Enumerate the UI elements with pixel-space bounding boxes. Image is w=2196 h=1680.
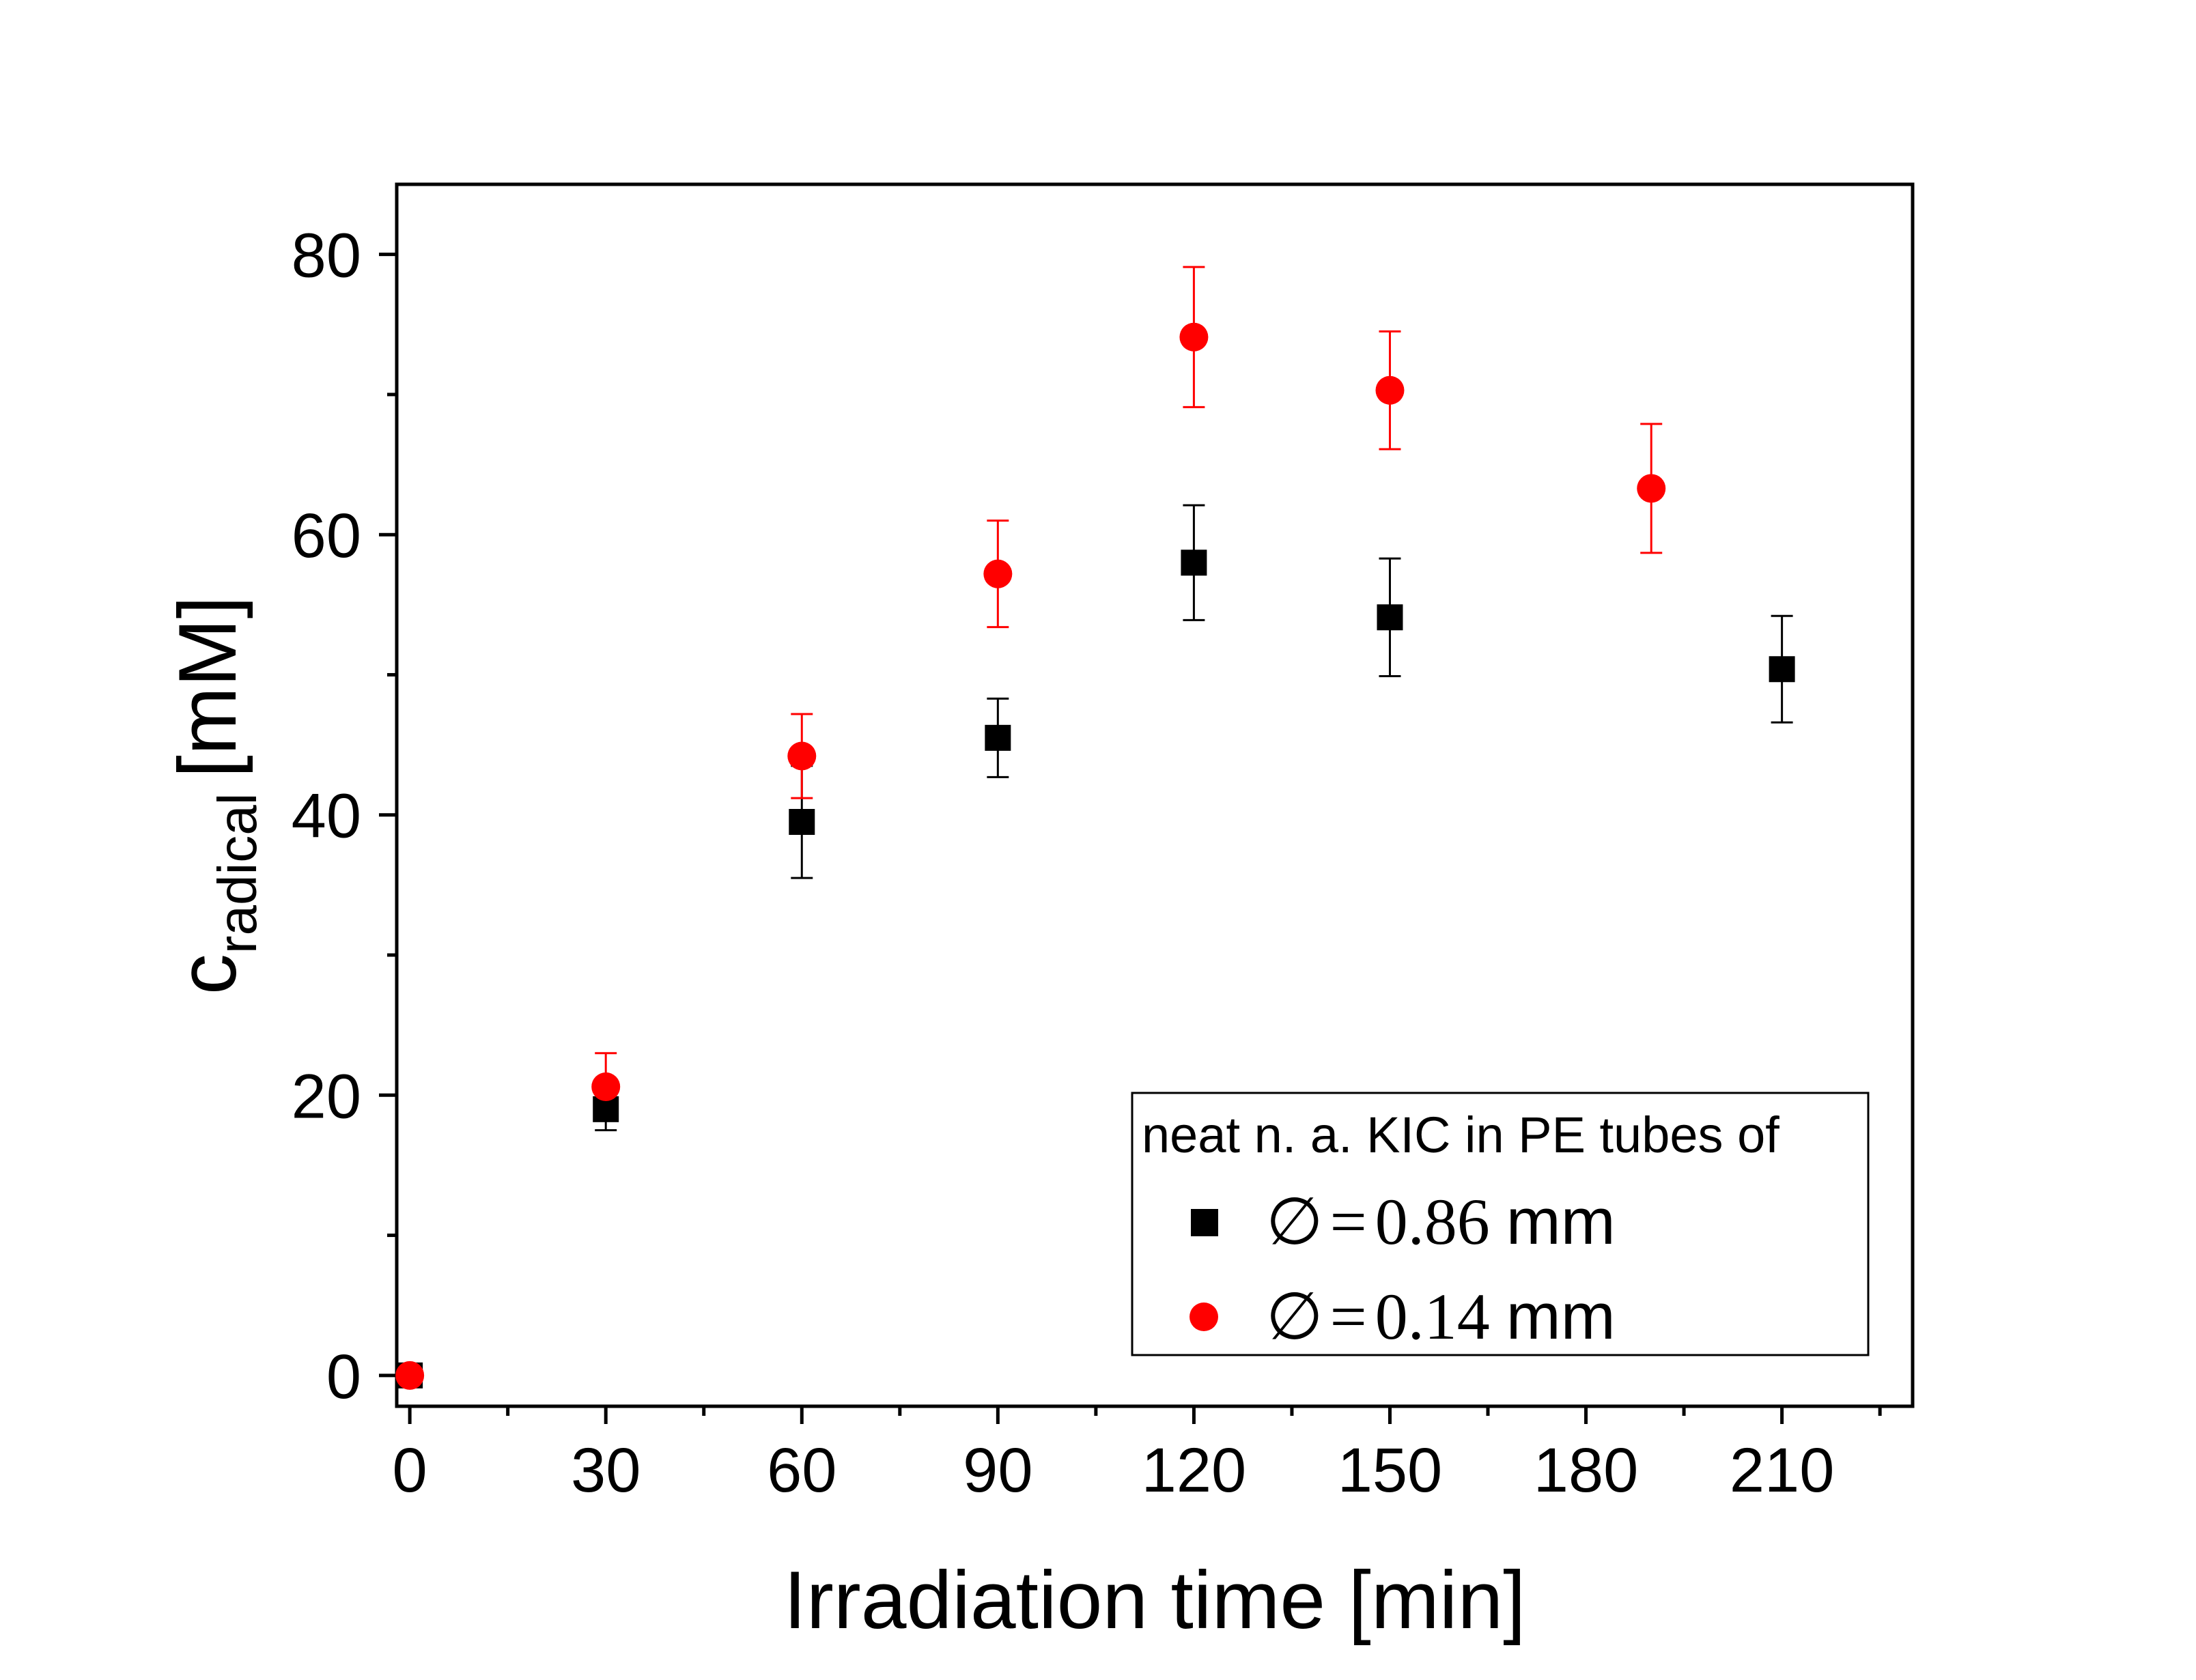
- data-point-square: [789, 809, 815, 836]
- data-markers: [395, 322, 1795, 1390]
- x-tick-label: 30: [571, 1436, 640, 1505]
- y-tick-label: 60: [292, 501, 361, 571]
- data-point-circle: [591, 1072, 621, 1101]
- equals-sign: =: [1330, 1280, 1367, 1353]
- data-point-square: [1377, 604, 1403, 631]
- data-point-circle: [1637, 474, 1666, 503]
- y-tick-label: 80: [292, 221, 361, 291]
- data-point-square: [985, 724, 1011, 751]
- data-point-circle: [787, 741, 817, 771]
- data-point-square: [1181, 550, 1207, 576]
- y-axis-title-main: c: [162, 954, 253, 995]
- legend-label-0.86: ∅ = 0.86 mm: [1266, 1185, 1616, 1258]
- x-tick-label: 210: [1730, 1436, 1835, 1505]
- legend: neat n. a. KIC in PE tubes of ∅ = 0.86 mm ∅…: [1131, 1092, 1870, 1356]
- x-tick-label: 90: [963, 1436, 1032, 1505]
- data-point-circle: [983, 559, 1013, 588]
- y-axis: 0 20 40 60 80: [292, 221, 397, 1412]
- legend-marker-square: [1191, 1209, 1218, 1236]
- data-point-circle: [395, 1361, 425, 1390]
- y-axis-title: cradical [mM]: [162, 596, 268, 995]
- y-tick-label: 20: [292, 1062, 361, 1131]
- legend-unit: mm: [1506, 1185, 1616, 1258]
- y-tick-label: 40: [292, 782, 361, 851]
- diameter-symbol: ∅: [1266, 1280, 1323, 1353]
- y-axis-title-unit: [mM]: [162, 596, 253, 778]
- data-point-circle: [1375, 375, 1405, 405]
- plot-area: [395, 182, 1915, 1408]
- x-tick-label: 60: [767, 1436, 836, 1505]
- equals-sign: =: [1330, 1185, 1367, 1258]
- y-axis-title-subscript: radical: [207, 793, 268, 954]
- legend-value: 0.14: [1375, 1280, 1490, 1353]
- x-tick-label: 120: [1142, 1436, 1247, 1505]
- legend-value: 0.86: [1375, 1185, 1490, 1258]
- x-tick-label: 180: [1534, 1436, 1639, 1505]
- x-axis: 0 30 60 90 120 150 180 210: [393, 1406, 1882, 1505]
- plot-frame: [395, 182, 1915, 1408]
- data-point-circle: [1179, 322, 1209, 352]
- legend-label-0.14: ∅ = 0.14 mm: [1266, 1280, 1616, 1353]
- x-axis-title: Irradiation time [min]: [783, 1554, 1525, 1646]
- legend-box: [1131, 1092, 1870, 1356]
- data-point-square: [1769, 656, 1795, 683]
- x-tick-label: 150: [1338, 1436, 1443, 1505]
- diameter-symbol: ∅: [1266, 1185, 1323, 1258]
- x-tick-label: 0: [393, 1436, 427, 1505]
- legend-title: neat n. a. KIC in PE tubes of: [1142, 1107, 1779, 1163]
- legend-unit: mm: [1506, 1280, 1616, 1353]
- y-tick-label: 0: [326, 1342, 361, 1412]
- legend-marker-circle: [1190, 1302, 1218, 1331]
